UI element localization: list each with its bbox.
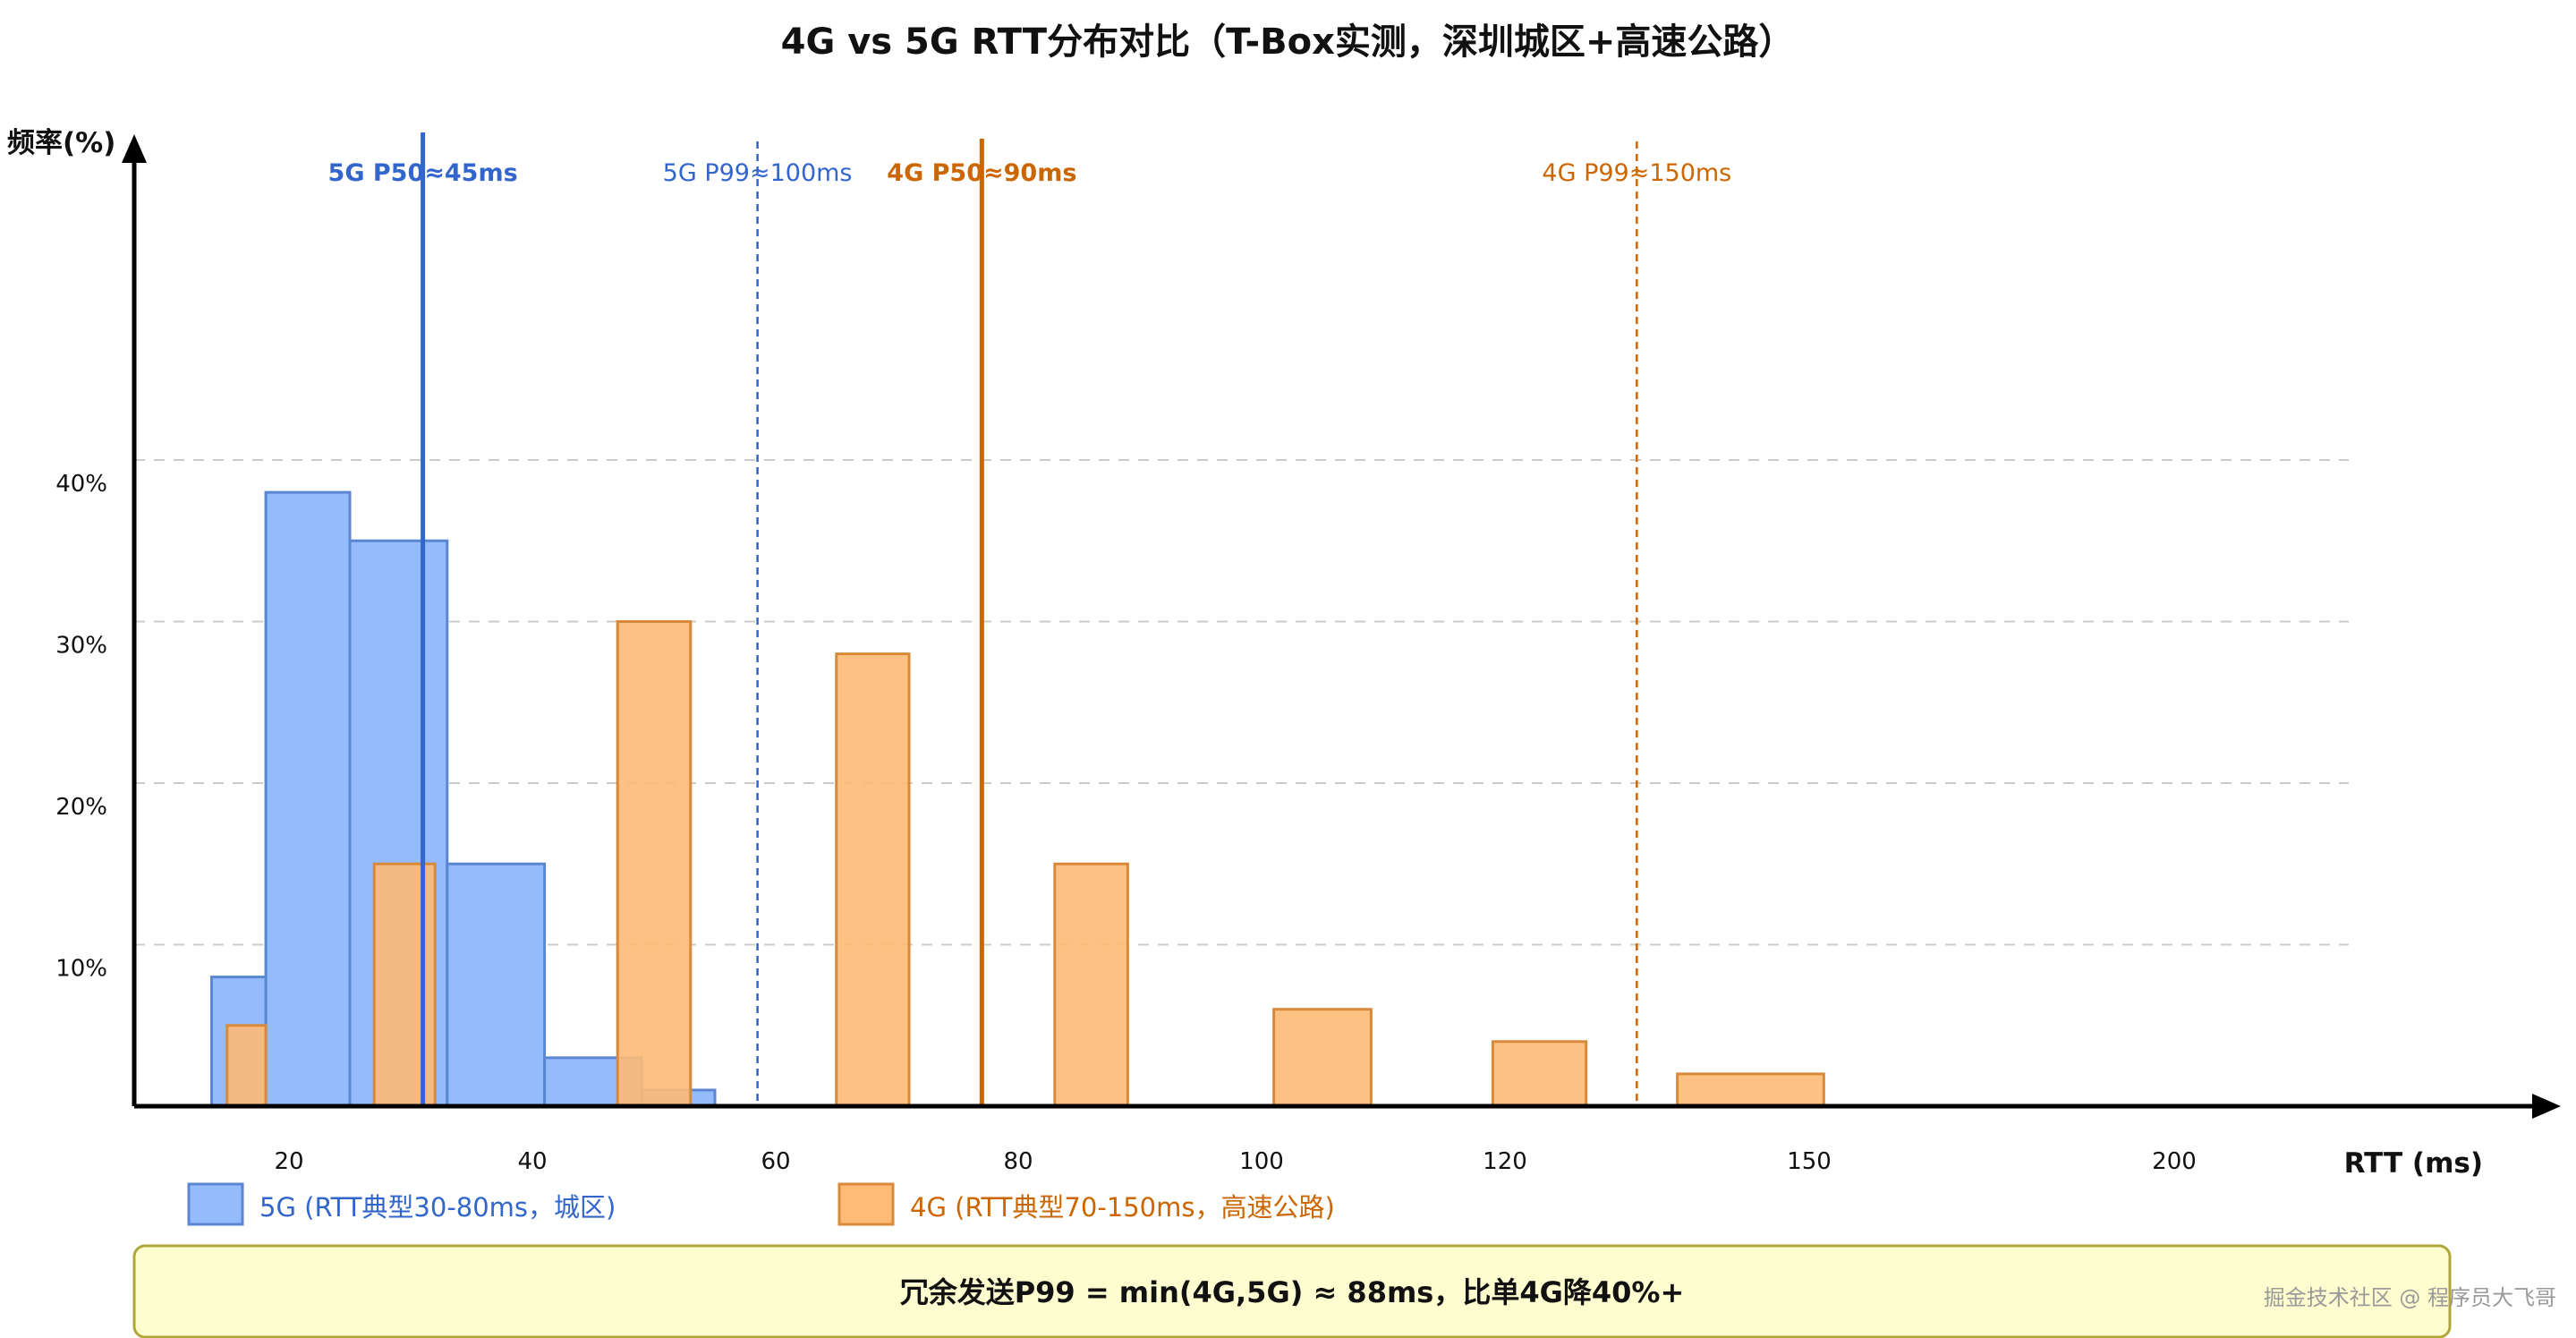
- x-tick-label: 100: [1239, 1148, 1284, 1175]
- x-tick-label: 120: [1483, 1148, 1527, 1175]
- 4g-bar: [616, 620, 693, 1108]
- x-tick-label: 200: [2152, 1148, 2197, 1175]
- y-axis-title: 频率(%): [7, 127, 115, 159]
- 4g-bar: [1491, 1040, 1588, 1108]
- y-axis-arrow: [122, 134, 147, 163]
- reference-line-label: 5G P50≈45ms: [328, 159, 518, 187]
- x-tick-label: 20: [274, 1148, 303, 1175]
- y-tick-label: 40%: [55, 471, 107, 498]
- legend: 5G (RTT典型30-80ms，城区) 4G (RTT典型70-150ms，高速…: [187, 1182, 1335, 1226]
- chart-title: 4G vs 5G RTT分布对比（T-Box实测，深圳城区+高速公路）: [781, 21, 1795, 63]
- 4g-bar: [225, 1024, 268, 1108]
- summary-note-text: 冗余发送P99 = min(4G,5G) ≈ 88ms，比单4G降40%+: [900, 1275, 1685, 1309]
- x-tick-labels: 20 40 60 80 100 120 150 200: [274, 1148, 2196, 1175]
- legend-label: 5G (RTT典型30-80ms，城区): [259, 1192, 616, 1223]
- legend-label: 4G (RTT典型70-150ms，高速公路): [910, 1192, 1335, 1223]
- x-tick-label: 150: [1787, 1148, 1832, 1175]
- x-tick-label: 40: [517, 1148, 547, 1175]
- 5g-bar: [264, 490, 352, 1108]
- x-axis-arrow: [2532, 1094, 2561, 1119]
- x-tick-label: 80: [1003, 1148, 1033, 1175]
- y-tick-label: 20%: [55, 794, 107, 821]
- reference-line-label: 4G P99≈150ms: [1542, 159, 1731, 187]
- y-tick-label: 30%: [55, 633, 107, 660]
- 4g-bar: [835, 652, 911, 1108]
- x-tick-label: 60: [761, 1148, 790, 1175]
- grid-lines: [134, 459, 2349, 946]
- legend-swatch: [187, 1182, 244, 1226]
- reference-lines: 5G P50≈45ms 5G P99≈100ms 4G P50≈90ms 4G P99…: [328, 132, 1731, 1106]
- 4g-bar: [1272, 1008, 1373, 1108]
- y-tick-labels: 10% 20% 30% 40%: [55, 471, 107, 983]
- axes: [122, 134, 2561, 1119]
- legend-swatch: [837, 1182, 895, 1226]
- 4g-bar: [1053, 862, 1129, 1108]
- reference-line-label: 4G P50≈90ms: [887, 159, 1076, 187]
- x-axis-title: RTT (ms): [2344, 1147, 2483, 1180]
- 4g-bar: [1676, 1072, 1825, 1108]
- 5g-bar: [446, 862, 547, 1108]
- 4g-bar: [372, 862, 437, 1108]
- summary-note-box: [132, 1244, 2452, 1338]
- watermark: 掘金技术社区 @ 程序员大飞哥: [2264, 1285, 2556, 1310]
- reference-line-label: 5G P99≈100ms: [663, 159, 853, 187]
- y-tick-label: 10%: [55, 956, 107, 983]
